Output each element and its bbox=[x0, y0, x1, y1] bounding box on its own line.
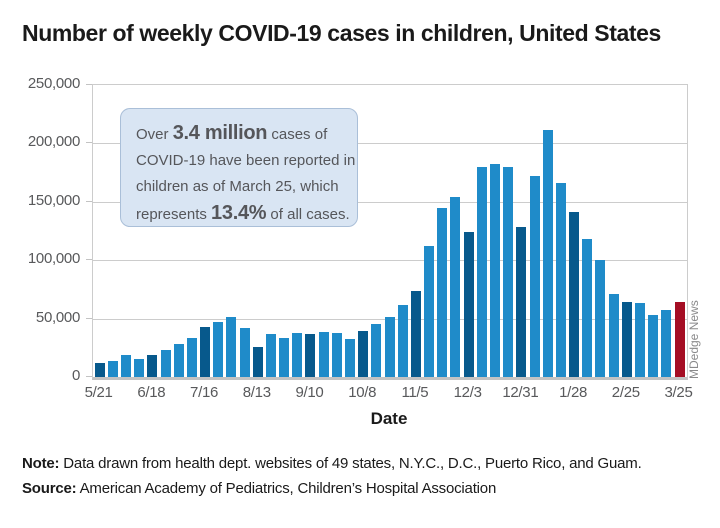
x-tick-label: 11/5 bbox=[401, 384, 429, 401]
y-tick-label: 250,000 bbox=[27, 75, 80, 92]
bar bbox=[384, 317, 395, 377]
x-tick-label: 1/28 bbox=[559, 384, 588, 401]
bar bbox=[424, 246, 435, 377]
bar bbox=[503, 166, 514, 377]
bar bbox=[147, 355, 158, 377]
bar bbox=[107, 360, 118, 377]
x-tick-label: 9/10 bbox=[295, 384, 324, 401]
bar bbox=[595, 260, 606, 377]
annotation-line: children as of March 25, which bbox=[136, 174, 357, 200]
y-tick-mark bbox=[86, 200, 92, 202]
bar bbox=[331, 333, 342, 377]
bar bbox=[279, 337, 290, 377]
bar bbox=[371, 324, 382, 377]
bar bbox=[292, 333, 303, 377]
annotation-highlight: 3.4 million bbox=[172, 122, 268, 144]
annotation-line: COVID-19 have been reported in bbox=[136, 148, 357, 174]
gridline bbox=[93, 201, 687, 203]
bar bbox=[397, 304, 408, 377]
y-tick-mark bbox=[86, 376, 92, 377]
bar bbox=[94, 362, 105, 377]
bar bbox=[252, 346, 263, 377]
y-tick-label: 100,000 bbox=[27, 250, 80, 268]
bar bbox=[450, 197, 461, 377]
footer-notes: Note: Data drawn from health dept. websi… bbox=[22, 451, 642, 501]
plot-area bbox=[92, 84, 688, 380]
bar bbox=[648, 314, 659, 377]
y-tick-mark bbox=[86, 84, 92, 85]
bar bbox=[265, 333, 276, 377]
x-tick-label: 5/21 bbox=[84, 384, 113, 401]
source-label: Source: bbox=[22, 480, 77, 497]
bar bbox=[555, 183, 566, 377]
bar bbox=[318, 332, 329, 377]
annotation-text: COVID-19 have been reported in bbox=[136, 152, 356, 169]
x-tick-label: 12/31 bbox=[502, 384, 539, 401]
bar bbox=[134, 359, 145, 377]
bar bbox=[542, 129, 553, 377]
x-tick-label: 12/3 bbox=[453, 384, 482, 401]
bar bbox=[569, 212, 580, 377]
bar bbox=[463, 232, 474, 377]
bar bbox=[120, 355, 131, 377]
gridline bbox=[93, 260, 687, 262]
bar bbox=[661, 309, 672, 377]
note-label: Note: bbox=[22, 455, 60, 472]
source-text: American Academy of Pediatrics, Children… bbox=[79, 480, 497, 497]
annotation-text: of all cases. bbox=[266, 206, 350, 223]
bar bbox=[305, 334, 316, 377]
annotation-text: cases of bbox=[267, 126, 328, 143]
bar bbox=[239, 327, 250, 377]
note-line: Note: Data drawn from health dept. websi… bbox=[22, 451, 642, 476]
x-tick-label: 6/18 bbox=[137, 384, 166, 401]
bar bbox=[410, 290, 421, 377]
annotation-box: Over 3.4 million cases of COVID-19 have b… bbox=[120, 108, 358, 227]
y-tick-mark bbox=[86, 317, 92, 319]
bar bbox=[621, 301, 632, 377]
bar bbox=[437, 208, 448, 377]
x-tick-label: 8/13 bbox=[242, 384, 271, 401]
y-tick-label: 150,000 bbox=[27, 191, 80, 209]
annotation-line: Over 3.4 million cases of bbox=[136, 120, 357, 148]
bar bbox=[516, 226, 527, 377]
watermark: MDedge News bbox=[687, 300, 701, 379]
bar bbox=[200, 326, 211, 377]
bar bbox=[634, 302, 645, 377]
annotation-line: represents 13.4% of all cases. bbox=[136, 200, 357, 228]
bar bbox=[490, 163, 500, 377]
source-line: Source: American Academy of Pediatrics, … bbox=[22, 476, 642, 501]
y-tick-mark bbox=[86, 259, 92, 261]
y-tick-label: 0 bbox=[71, 367, 80, 384]
bar bbox=[345, 339, 356, 377]
annotation-highlight: 13.4% bbox=[211, 202, 267, 224]
y-tick-mark bbox=[86, 142, 92, 144]
x-tick-label: 10/8 bbox=[348, 384, 377, 401]
bar bbox=[173, 343, 184, 377]
bar bbox=[358, 330, 369, 377]
bar bbox=[529, 176, 540, 377]
annotation-text: children as of March 25, which bbox=[136, 178, 339, 195]
bar bbox=[160, 350, 171, 377]
x-axis-title: Date bbox=[370, 409, 408, 428]
x-tick-label: 3/25 bbox=[664, 384, 693, 401]
bar bbox=[226, 316, 237, 377]
bar-highlight-red bbox=[674, 302, 685, 377]
annotation-text: Over bbox=[136, 126, 173, 143]
chart-title: Number of weekly COVID-19 cases in child… bbox=[22, 20, 661, 46]
gridline bbox=[93, 143, 687, 145]
note-text: Data drawn from health dept. websites of… bbox=[63, 455, 642, 472]
y-tick-label: 50,000 bbox=[35, 308, 80, 326]
bar bbox=[582, 238, 593, 377]
annotation-text: represents bbox=[136, 206, 212, 223]
y-tick-label: 200,000 bbox=[27, 133, 80, 151]
x-tick-label: 2/25 bbox=[611, 384, 640, 401]
x-tick-label: 7/16 bbox=[190, 384, 219, 401]
bar bbox=[213, 321, 224, 377]
bar bbox=[186, 338, 197, 377]
bar bbox=[608, 294, 619, 377]
bar bbox=[476, 167, 487, 377]
